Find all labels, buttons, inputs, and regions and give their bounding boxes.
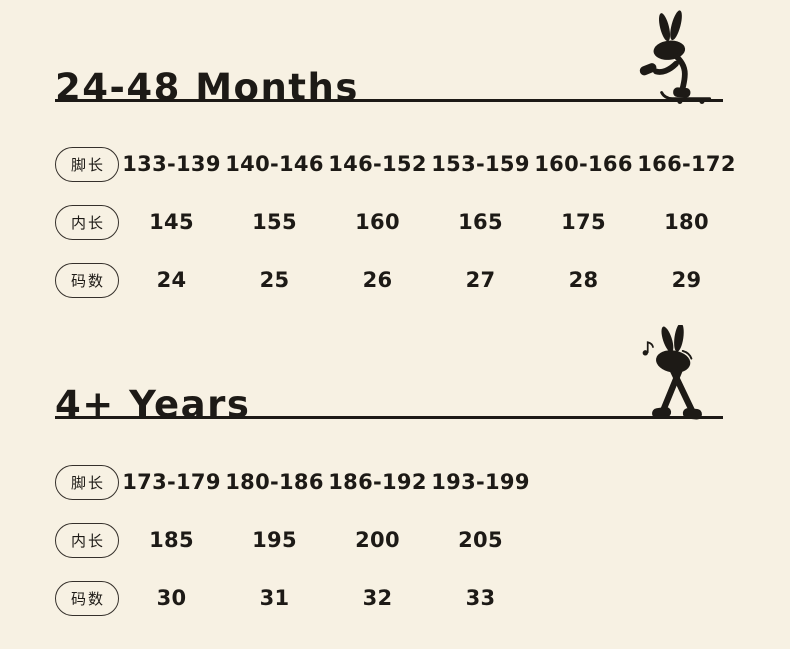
row-size-number: 码数 24 25 26 27 28 29 xyxy=(55,251,790,309)
section-title: 4+ Years xyxy=(55,383,251,426)
table-cell: 166-172 xyxy=(637,152,736,176)
table-cell: 25 xyxy=(259,268,290,292)
row-label-inner-length: 内长 xyxy=(55,522,119,558)
table-cell: 140-146 xyxy=(225,152,324,176)
table-cell: 200 xyxy=(355,528,400,552)
row-foot-length: 脚长 173-179 180-186 186-192 193-199 xyxy=(55,453,790,511)
row-label-inner-length: 内长 xyxy=(55,204,119,240)
size-table-24-48-months: 脚长 133-139 140-146 146-152 153-159 160-1… xyxy=(55,135,790,309)
table-cell: 160-166 xyxy=(534,152,633,176)
table-cell: 160 xyxy=(355,210,400,234)
table-cell: 146-152 xyxy=(328,152,427,176)
table-cell: 145 xyxy=(149,210,194,234)
row-label-size-number: 码数 xyxy=(55,262,119,298)
table-cell: 33 xyxy=(465,586,496,610)
row-inner-length: 内长 185 195 200 205 xyxy=(55,511,790,569)
table-cell: 29 xyxy=(671,268,702,292)
table-cell: 205 xyxy=(458,528,503,552)
table-cell: 180-186 xyxy=(225,470,324,494)
section-24-48-months: 24-48 Months 脚长 133-139 140-146 146-152 xyxy=(0,0,790,309)
table-cell: 165 xyxy=(458,210,503,234)
table-cell: 27 xyxy=(465,268,496,292)
table-cell: 26 xyxy=(362,268,393,292)
rabbit-skateboarding-icon xyxy=(639,10,712,104)
rabbit-walking-icon xyxy=(642,325,702,420)
table-cell: 30 xyxy=(156,586,187,610)
section-header: 24-48 Months xyxy=(55,0,723,106)
table-cell: 155 xyxy=(252,210,297,234)
section-header: 4+ Years xyxy=(55,309,723,423)
row-size-number: 码数 30 31 32 33 xyxy=(55,569,790,627)
table-cell: 185 xyxy=(149,528,194,552)
table-cell: 32 xyxy=(362,586,393,610)
row-inner-length: 内长 145 155 160 165 175 180 xyxy=(55,193,790,251)
table-cell: 24 xyxy=(156,268,187,292)
row-label-size-number: 码数 xyxy=(55,580,119,616)
section-title: 24-48 Months xyxy=(55,66,359,109)
table-cell: 180 xyxy=(664,210,709,234)
row-foot-length: 脚长 133-139 140-146 146-152 153-159 160-1… xyxy=(55,135,790,193)
section-4plus-years: 4+ Years 脚长 173-179 180-186 186-192 19 xyxy=(0,309,790,627)
table-cell: 153-159 xyxy=(431,152,530,176)
row-label-foot-length: 脚长 xyxy=(55,146,119,182)
table-cell: 195 xyxy=(252,528,297,552)
size-table-4plus-years: 脚长 173-179 180-186 186-192 193-199 内长 18… xyxy=(55,453,790,627)
table-cell: 193-199 xyxy=(431,470,530,494)
table-cell: 28 xyxy=(568,268,599,292)
table-cell: 133-139 xyxy=(122,152,221,176)
table-cell: 186-192 xyxy=(328,470,427,494)
row-label-foot-length: 脚长 xyxy=(55,464,119,500)
table-cell: 175 xyxy=(561,210,606,234)
table-cell: 31 xyxy=(259,586,290,610)
table-cell: 173-179 xyxy=(122,470,221,494)
